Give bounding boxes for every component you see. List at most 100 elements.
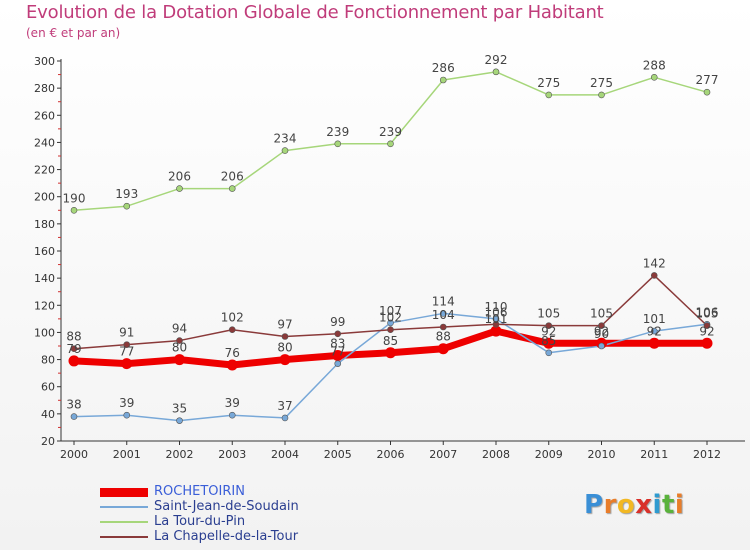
y-tick-label: 280 xyxy=(34,82,55,95)
data-point xyxy=(648,337,660,349)
data-label: 275 xyxy=(537,76,560,90)
legend-label: ROCHETOIRIN xyxy=(154,484,245,499)
data-label: 92 xyxy=(699,324,714,338)
data-label: 85 xyxy=(541,334,556,348)
legend-swatch xyxy=(100,487,148,497)
data-label: 101 xyxy=(643,312,666,326)
data-label: 107 xyxy=(379,304,402,318)
data-label: 97 xyxy=(277,318,292,332)
data-point xyxy=(703,88,711,96)
data-label: 206 xyxy=(168,170,191,184)
legend-item: La Tour-du-Pin xyxy=(100,514,360,529)
data-point xyxy=(68,355,80,367)
x-tick-label: 2006 xyxy=(377,448,405,461)
data-label: 193 xyxy=(115,187,138,201)
chart-subtitle: (en € et par an) xyxy=(26,26,121,40)
data-point xyxy=(545,349,553,357)
data-point xyxy=(226,359,238,371)
data-label: 80 xyxy=(277,341,292,355)
y-tick-label: 40 xyxy=(41,408,55,421)
data-label: 35 xyxy=(172,402,187,416)
data-label: 286 xyxy=(432,61,455,75)
data-point xyxy=(650,272,658,279)
data-label: 77 xyxy=(330,345,345,359)
data-label: 288 xyxy=(643,58,666,72)
legend-label: La Tour-du-Pin xyxy=(154,514,246,529)
data-point xyxy=(281,333,289,340)
legend-label: La Chapelle-de-la-Tour xyxy=(154,529,299,544)
y-tick-label: 260 xyxy=(34,109,55,122)
data-point xyxy=(123,341,131,348)
data-point xyxy=(228,185,236,192)
data-point xyxy=(701,337,713,349)
data-label: 292 xyxy=(485,53,508,67)
data-label: 101 xyxy=(485,312,508,326)
data-label: 105 xyxy=(537,307,560,321)
data-label: 206 xyxy=(221,170,244,184)
logo-letter: P xyxy=(584,490,604,520)
data-point xyxy=(439,323,447,331)
legend-swatch xyxy=(100,521,148,523)
data-point xyxy=(387,326,394,334)
x-tick-label: 2002 xyxy=(166,448,194,461)
data-point xyxy=(545,322,553,329)
data-label: 106 xyxy=(485,305,508,319)
data-label: 90 xyxy=(594,327,609,341)
data-point xyxy=(176,417,183,424)
y-tick-label: 140 xyxy=(34,272,55,285)
data-point xyxy=(598,91,605,99)
data-label: 114 xyxy=(432,294,455,308)
x-tick-label: 2001 xyxy=(113,448,141,461)
data-label: 92 xyxy=(541,324,556,338)
data-label: 88 xyxy=(66,330,81,344)
data-label: 99 xyxy=(330,315,345,329)
data-label: 239 xyxy=(326,125,349,139)
data-label: 38 xyxy=(66,398,81,412)
proxiti-logo: Proxiti xyxy=(584,490,684,520)
data-point xyxy=(598,342,605,350)
data-point xyxy=(492,68,500,76)
data-label: 85 xyxy=(383,334,398,348)
data-point xyxy=(490,325,502,337)
data-point xyxy=(545,91,553,99)
x-tick-label: 2008 xyxy=(482,448,510,461)
data-point xyxy=(543,337,555,349)
data-point xyxy=(281,414,289,422)
x-tick-label: 2000 xyxy=(60,448,88,461)
data-label: 39 xyxy=(225,396,240,410)
data-label: 277 xyxy=(696,73,719,87)
y-tick-label: 120 xyxy=(34,299,55,312)
data-point xyxy=(174,354,185,366)
data-label: 77 xyxy=(119,345,134,359)
data-point xyxy=(228,411,236,419)
data-label: 102 xyxy=(379,311,402,325)
data-label: 94 xyxy=(172,322,187,336)
data-label: 91 xyxy=(119,326,134,340)
x-tick-label: 2009 xyxy=(535,448,563,461)
data-point xyxy=(70,206,78,214)
data-point xyxy=(123,411,131,419)
data-point xyxy=(332,350,344,361)
y-tick-label: 240 xyxy=(34,136,55,149)
data-point xyxy=(439,310,447,317)
data-label: 76 xyxy=(225,346,240,360)
data-point xyxy=(279,354,291,366)
data-point xyxy=(334,330,342,338)
legend-item: La Chapelle-de-la-Tour xyxy=(100,529,360,544)
data-point xyxy=(334,360,342,367)
data-point xyxy=(334,140,342,148)
x-tick-label: 2007 xyxy=(429,448,457,461)
data-label: 190 xyxy=(63,191,86,205)
data-label: 106 xyxy=(696,305,719,319)
data-point xyxy=(492,320,500,328)
data-point xyxy=(121,358,133,370)
legend-swatch xyxy=(100,506,148,508)
chart-legend: ROCHETOIRIN Saint-Jean-de-Soudain La Tour-… xyxy=(100,484,360,544)
logo-letter: i xyxy=(674,490,685,520)
x-tick-label: 2004 xyxy=(271,448,299,461)
data-label: 79 xyxy=(66,342,81,356)
data-point xyxy=(703,322,711,329)
y-tick-label: 180 xyxy=(34,218,55,231)
logo-letter: i xyxy=(652,490,662,520)
